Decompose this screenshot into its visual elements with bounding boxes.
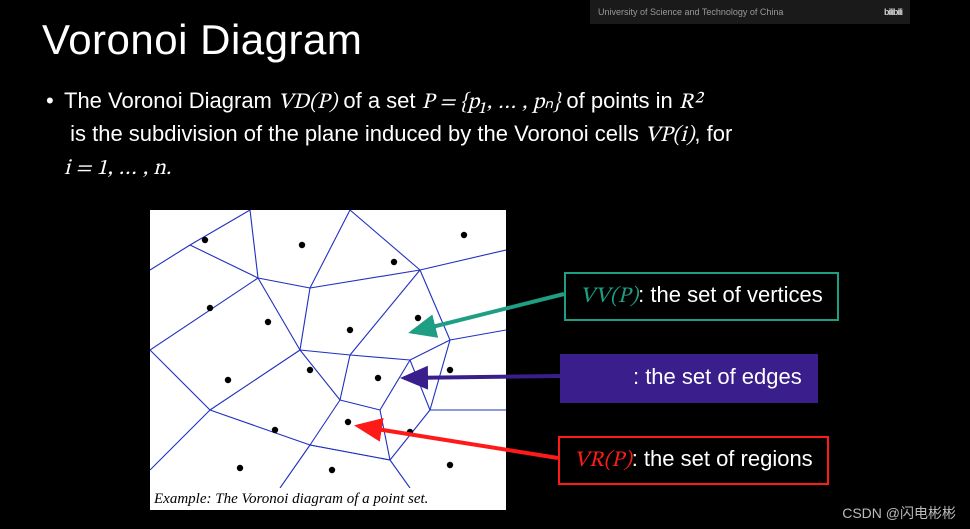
voronoi-site-point: [202, 237, 208, 243]
bullet-t2: of a set: [337, 88, 421, 113]
label-vv-text: : the set of vertices: [638, 282, 823, 307]
voronoi-site-point: [207, 305, 213, 311]
voronoi-site-point: [345, 419, 351, 425]
voronoi-site-point: [329, 467, 335, 473]
voronoi-diagram: Example: The Voronoi diagram of a point …: [150, 210, 506, 510]
voronoi-edge: [350, 210, 420, 270]
voronoi-edge: [150, 350, 210, 410]
header-badge: University of Science and Technology of …: [590, 0, 910, 24]
voronoi-edge: [280, 445, 310, 488]
voronoi-edge: [410, 360, 430, 410]
voronoi-site-point: [391, 259, 397, 265]
voronoi-edge: [350, 355, 410, 360]
math-irange: i = 1, … , n.: [64, 158, 171, 180]
math-pset: P = {p₁, … , pₙ}: [422, 92, 561, 114]
voronoi-edge: [310, 400, 340, 445]
voronoi-edge: [258, 278, 310, 288]
voronoi-edge: [258, 278, 300, 350]
math-vp: VP(i): [645, 125, 694, 147]
voronoi-site-point: [307, 367, 313, 373]
math-r2: R²: [679, 92, 702, 114]
slide: University of Science and Technology of …: [0, 0, 970, 529]
label-vr: VR(P): the set of regions: [558, 436, 829, 485]
math-vd: VD(P): [278, 92, 337, 114]
voronoi-site-point: [415, 315, 421, 321]
voronoi-edge: [450, 330, 506, 340]
label-ve: VE(P): the set of edges: [560, 354, 818, 403]
voronoi-edge: [150, 245, 190, 270]
voronoi-edge: [210, 410, 310, 445]
voronoi-edge: [350, 270, 420, 355]
voronoi-edge: [380, 360, 410, 410]
voronoi-edge: [310, 210, 350, 288]
voronoi-site-point: [447, 462, 453, 468]
voronoi-edge: [150, 278, 258, 350]
voronoi-edge: [420, 250, 506, 270]
label-ve-text: : the set of edges: [633, 364, 802, 389]
voronoi-site-point: [375, 375, 381, 381]
voronoi-site-point: [272, 427, 278, 433]
label-vv: VV(P): the set of vertices: [564, 272, 839, 321]
label-vr-math: VR(P): [574, 450, 632, 472]
voronoi-edge: [380, 410, 390, 460]
voronoi-edge: [430, 340, 450, 410]
voronoi-edge: [250, 210, 258, 278]
voronoi-edge: [340, 355, 350, 400]
bullet-t3: of points in: [560, 88, 679, 113]
voronoi-edge: [190, 245, 258, 278]
header-uni: University of Science and Technology of …: [598, 7, 783, 17]
bilibili-logo: bilibili: [884, 7, 902, 17]
voronoi-edge: [300, 350, 340, 400]
voronoi-edge: [310, 270, 420, 288]
voronoi-edge: [150, 410, 210, 470]
bullet-t4: is the subdivision of the plane induced …: [64, 121, 645, 146]
label-vv-math: VV(P): [580, 286, 638, 308]
voronoi-edge: [300, 350, 350, 355]
voronoi-site-point: [347, 327, 353, 333]
voronoi-edge: [190, 210, 250, 245]
bullet-t5: , for: [694, 121, 732, 146]
voronoi-site-point: [299, 242, 305, 248]
bullet-t1: The Voronoi Diagram: [64, 88, 278, 113]
voronoi-edge: [300, 288, 310, 350]
voronoi-edge: [410, 340, 450, 360]
voronoi-edge: [340, 400, 380, 410]
voronoi-edge: [420, 270, 450, 340]
watermark: CSDN @闪电彬彬: [842, 503, 956, 523]
voronoi-site-point: [237, 465, 243, 471]
bullet-dot: •: [46, 86, 64, 117]
label-vr-text: : the set of regions: [632, 446, 813, 471]
voronoi-site-point: [461, 232, 467, 238]
voronoi-edge: [390, 460, 410, 488]
diagram-caption: Example: The Voronoi diagram of a point …: [150, 491, 506, 508]
voronoi-site-point: [447, 367, 453, 373]
voronoi-site-point: [407, 429, 413, 435]
voronoi-svg: [150, 210, 506, 488]
voronoi-site-point: [225, 377, 231, 383]
voronoi-site-point: [265, 319, 271, 325]
voronoi-edge: [210, 350, 300, 410]
slide-title: Voronoi Diagram: [42, 16, 362, 64]
voronoi-edge: [310, 445, 390, 460]
label-ve-math: VE(P): [576, 368, 633, 390]
slide-bullet: •The Voronoi Diagram VD(P) of a set P = …: [46, 86, 940, 184]
